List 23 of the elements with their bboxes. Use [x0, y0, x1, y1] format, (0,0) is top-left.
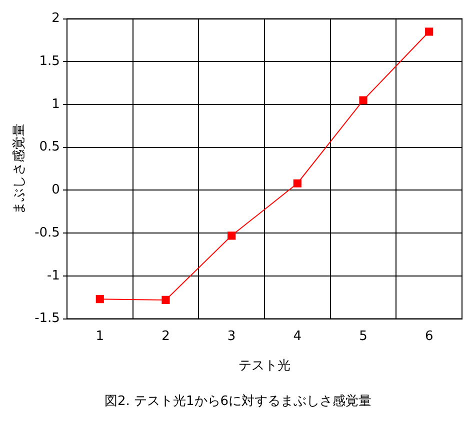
x-tick-label: 6 — [424, 328, 434, 344]
point — [228, 232, 236, 240]
y-axis-title: まぶしさ感覚量 — [12, 123, 28, 214]
x-tick-label: 2 — [162, 328, 170, 344]
point — [359, 96, 368, 104]
y-tick-label: -1 — [46, 268, 60, 284]
y-tick-label: 2 — [52, 11, 60, 26]
x-axis-title: テスト光 — [238, 358, 290, 374]
y-tick-label: 0 — [52, 182, 60, 198]
point — [96, 295, 104, 304]
point — [293, 179, 302, 188]
x-tick-label: 1 — [96, 328, 104, 344]
y-tick-label: 1.5 — [39, 54, 60, 70]
x-tick-label: 3 — [227, 328, 236, 344]
y-tick-label: -0.5 — [34, 225, 60, 240]
y-tick-label: 1 — [52, 96, 60, 112]
point — [425, 28, 434, 36]
point — [162, 296, 170, 304]
x-tick-label: 5 — [359, 328, 368, 344]
x-tick-label: 4 — [293, 328, 302, 344]
y-tick-label: -1.5 — [34, 311, 60, 326]
y-tick-label: 0.5 — [39, 140, 60, 155]
caption: 図2. テスト光1から6に対するまぶしさ感覚量 — [103, 393, 373, 410]
